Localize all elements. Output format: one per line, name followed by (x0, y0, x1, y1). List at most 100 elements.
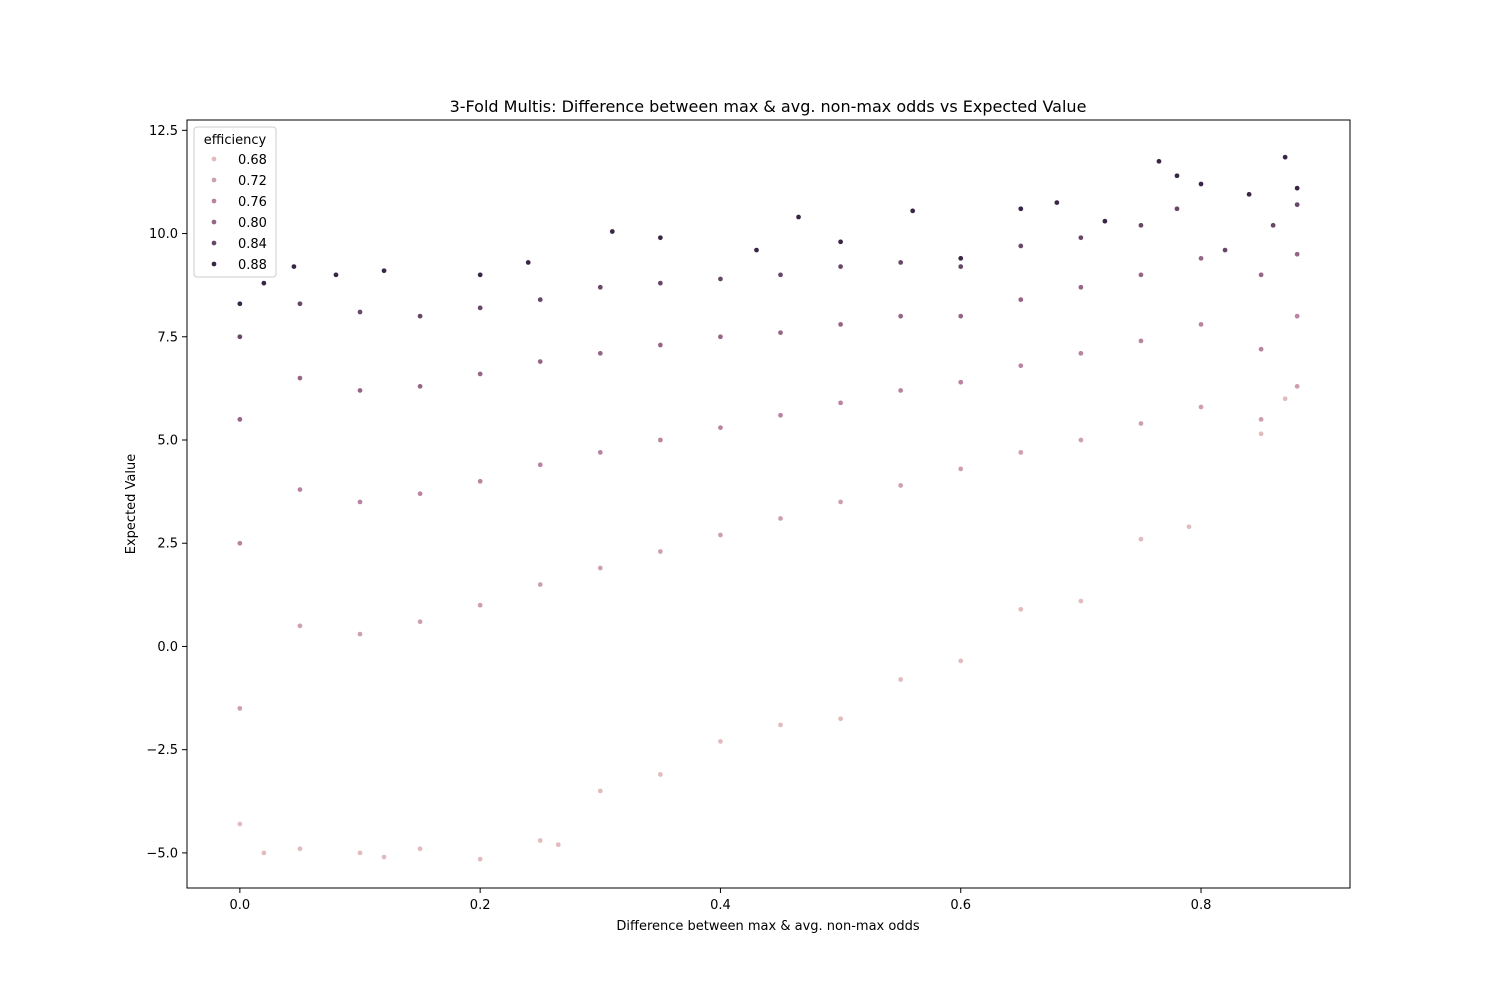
legend-marker (211, 219, 217, 225)
data-point (297, 622, 303, 629)
data-point (957, 658, 964, 664)
data-point (1138, 222, 1144, 229)
data-point (477, 371, 483, 377)
data-point (1186, 523, 1192, 530)
data-point (717, 532, 724, 538)
data-point (597, 565, 604, 571)
y-tick-label: 7.5 (157, 330, 178, 345)
data-point (357, 309, 363, 315)
data-point (597, 350, 604, 357)
data-point (597, 284, 604, 291)
data-point (1246, 191, 1252, 198)
data-point (1174, 205, 1180, 212)
data-point (357, 499, 363, 505)
legend-marker (211, 198, 217, 204)
data-point (897, 676, 904, 683)
y-tick-label: 12.5 (149, 124, 178, 139)
data-point (237, 416, 243, 423)
data-point (1198, 321, 1204, 328)
data-point (717, 738, 724, 745)
data-point (957, 255, 964, 262)
data-point (261, 280, 267, 286)
data-point (1294, 185, 1300, 191)
data-point (753, 247, 760, 253)
y-tick-label: 10.0 (149, 227, 178, 242)
legend-marker (211, 261, 217, 267)
data-point (909, 207, 916, 214)
data-point (537, 461, 544, 468)
data-point (417, 313, 423, 319)
data-point (261, 850, 267, 856)
data-point (897, 313, 904, 319)
data-point (717, 276, 724, 282)
legend: efficiency 0.68 0.72 0.76 0.80 0.84 0.88 (193, 126, 277, 278)
data-point (777, 515, 784, 522)
legend-label: 0.76 (238, 195, 267, 210)
data-point (555, 841, 562, 848)
data-point (957, 263, 964, 270)
data-point (657, 280, 664, 286)
data-point (291, 263, 297, 270)
y-tick-label: 2.5 (157, 537, 178, 552)
data-point (333, 271, 339, 278)
data-point (1222, 247, 1228, 253)
data-point (609, 228, 616, 235)
legend-marker (211, 177, 217, 183)
data-point (597, 449, 604, 456)
legend-label: 0.84 (238, 237, 267, 252)
data-point (381, 267, 387, 274)
data-point (657, 548, 664, 555)
data-point (237, 300, 243, 307)
y-tick-label: 0.0 (157, 640, 178, 655)
data-point (297, 845, 303, 852)
data-point (525, 259, 532, 266)
data-point (537, 581, 544, 588)
data-point (1258, 416, 1264, 423)
y-tick-label: 5.0 (157, 434, 178, 449)
data-point (837, 321, 844, 328)
data-point (357, 387, 363, 394)
data-point (1138, 420, 1144, 427)
data-point (297, 375, 303, 381)
data-point (1138, 271, 1144, 278)
data-point (477, 271, 483, 278)
data-point (237, 540, 243, 547)
data-point (1017, 296, 1024, 303)
y-tick-label: −2.5 (146, 743, 178, 758)
data-point (1282, 154, 1288, 161)
data-point (297, 300, 303, 307)
data-point (357, 631, 363, 637)
data-point (1017, 449, 1024, 456)
data-point (237, 705, 243, 712)
data-point (1258, 346, 1264, 353)
legend-box (193, 126, 277, 278)
series-0-72 (237, 383, 1300, 712)
data-point (357, 850, 363, 856)
data-point (1017, 606, 1024, 613)
data-point (777, 722, 784, 728)
data-point (657, 437, 664, 443)
x-tick-label: 0.2 (470, 898, 491, 913)
data-point (1078, 284, 1084, 291)
data-point (777, 412, 784, 419)
data-point (1017, 362, 1024, 369)
legend-label: 0.88 (238, 258, 267, 273)
data-point (1156, 158, 1162, 165)
data-point (1138, 536, 1144, 542)
series-0-68 (237, 395, 1288, 862)
data-point (1078, 598, 1084, 604)
data-point (897, 387, 904, 394)
data-point (381, 854, 387, 860)
data-point (1078, 437, 1084, 443)
series-0-84 (237, 201, 1300, 340)
data-point (237, 333, 243, 340)
data-point (477, 856, 483, 862)
data-point (1078, 234, 1084, 241)
data-point (1174, 172, 1180, 179)
data-point (1138, 338, 1144, 344)
y-tick-label: −5.0 (146, 846, 178, 861)
data-point (537, 837, 544, 844)
legend-marker (211, 240, 217, 246)
x-tick-label: 0.0 (230, 898, 251, 913)
data-point (1198, 404, 1204, 410)
